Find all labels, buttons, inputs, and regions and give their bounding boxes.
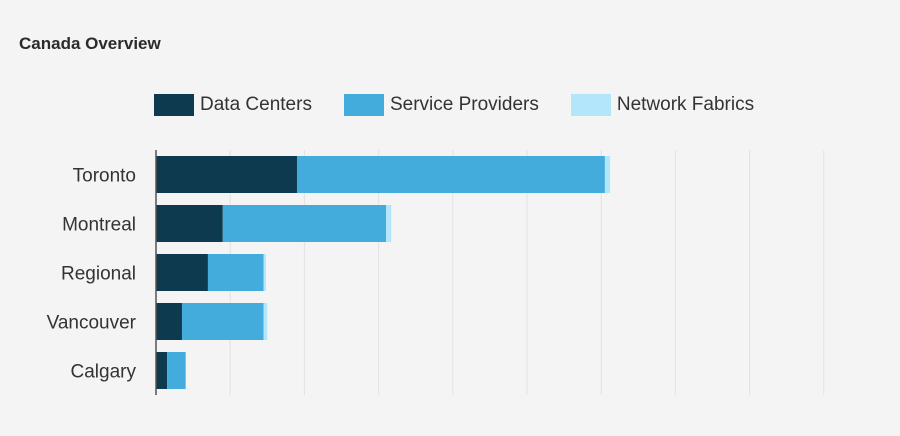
legend-item-network-fabrics[interactable]: Network Fabrics [570,94,755,116]
bar-regional-network-fabrics[interactable] [263,254,266,291]
bar-vancouver-network-fabrics[interactable] [263,303,268,340]
legend-item-service-providers[interactable]: Service Providers [343,94,539,116]
bar-toronto-service-providers[interactable] [296,156,605,193]
bar-toronto-network-fabrics[interactable] [604,156,611,193]
category-label-montreal: Montreal [62,215,136,236]
bar-vancouver-service-providers[interactable] [181,303,264,340]
bar-montreal-service-providers[interactable] [222,205,387,242]
bar-toronto-data-centers[interactable] [156,156,297,193]
chart-title: Canada Overview [19,34,161,53]
bar-montreal-network-fabrics[interactable] [386,205,392,242]
legend-swatch-data-centers [154,94,194,116]
bar-calgary-data-centers[interactable] [156,352,168,389]
bar-regional-service-providers[interactable] [207,254,264,291]
category-label-vancouver: Vancouver [47,313,137,334]
legend-swatch-service-providers [343,94,384,116]
bar-calgary-service-providers[interactable] [167,352,186,389]
bar-vancouver-data-centers[interactable] [156,303,182,340]
category-label-calgary: Calgary [71,362,137,383]
legend-label-network-fabrics: Network Fabrics [616,94,755,115]
category-label-toronto: Toronto [73,166,136,187]
legend-item-data-centers[interactable]: Data Centers [154,94,312,116]
legend-label-service-providers: Service Providers [389,94,539,115]
legend-label-data-centers: Data Centers [200,94,312,115]
bar-montreal-data-centers[interactable] [156,205,223,242]
legend: Data Centers Service Providers Network F… [154,94,786,116]
category-label-regional: Regional [61,264,136,285]
bar-regional-data-centers[interactable] [156,254,208,291]
legend-swatch-network-fabrics [570,94,611,116]
